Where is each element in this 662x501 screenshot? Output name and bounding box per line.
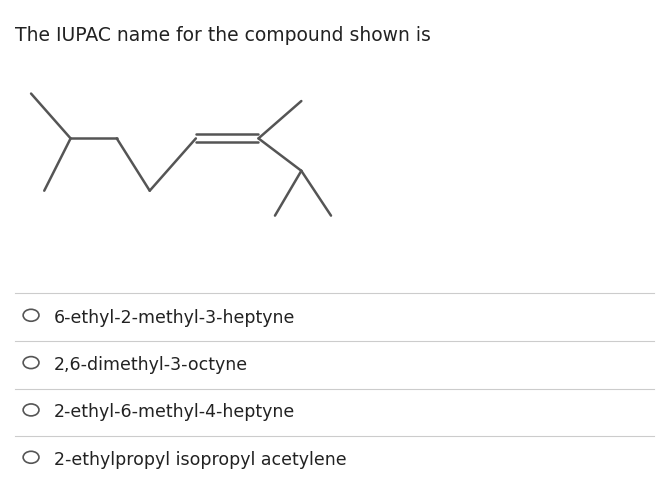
Text: 2-ethylpropyl isopropyl acetylene: 2-ethylpropyl isopropyl acetylene <box>54 451 347 469</box>
Text: 2,6-dimethyl-3-octyne: 2,6-dimethyl-3-octyne <box>54 356 248 374</box>
Text: The IUPAC name for the compound shown is: The IUPAC name for the compound shown is <box>15 26 430 45</box>
Text: 6-ethyl-2-methyl-3-heptyne: 6-ethyl-2-methyl-3-heptyne <box>54 309 295 327</box>
Text: 2-ethyl-6-methyl-4-heptyne: 2-ethyl-6-methyl-4-heptyne <box>54 403 295 421</box>
